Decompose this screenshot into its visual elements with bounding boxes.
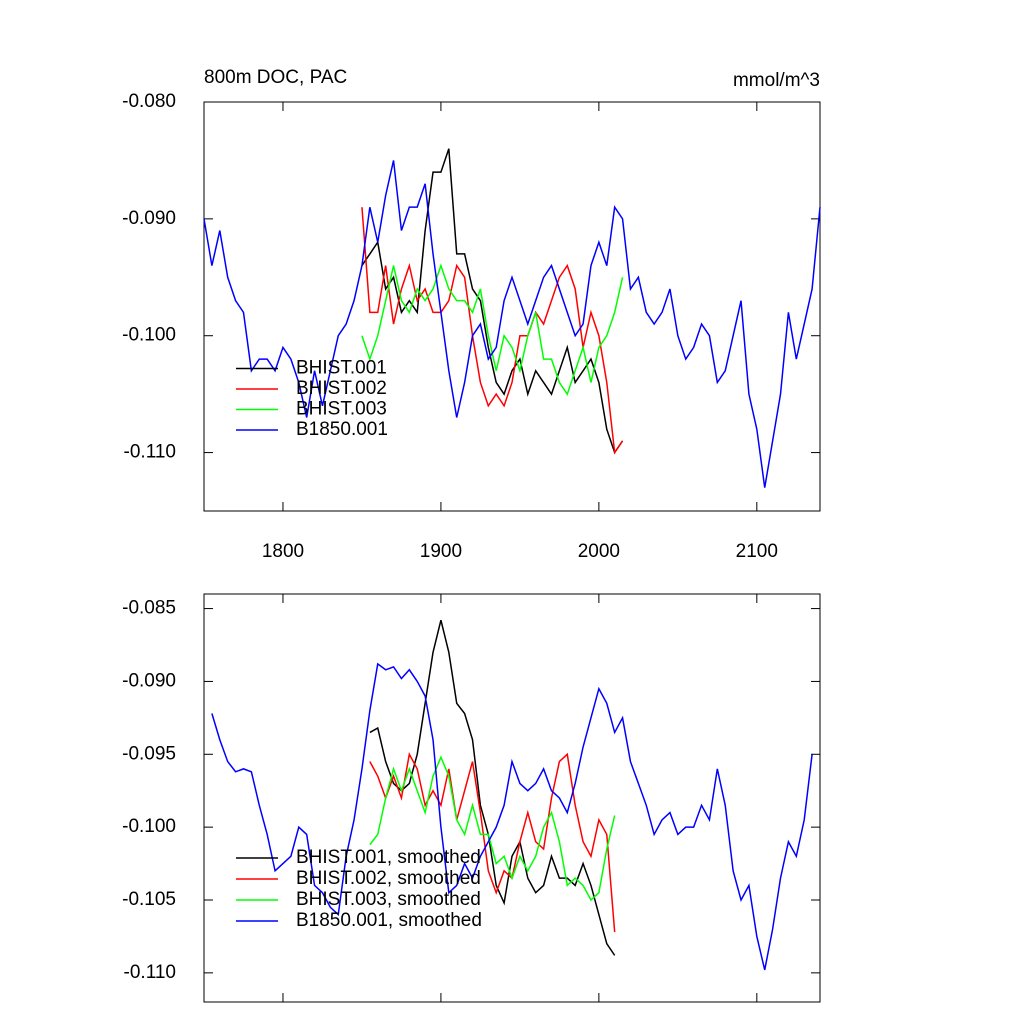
x-tick-label: 1800 <box>262 541 304 562</box>
y-tick-label: -0.100 <box>122 325 176 346</box>
legend-label: BHIST.001, smoothed <box>296 847 481 868</box>
legend-label: BHIST.003 <box>296 399 387 420</box>
legend-label: BHIST.002 <box>296 378 387 399</box>
legend-label: BHIST.001 <box>296 358 387 379</box>
y-tick-label: -0.110 <box>124 442 176 463</box>
legend-label: B1850.001, smoothed <box>296 910 482 931</box>
y-tick-label: -0.085 <box>122 598 176 619</box>
units-label: mmol/m^3 <box>733 70 820 91</box>
series-line <box>369 755 616 902</box>
y-tick-label: -0.090 <box>122 208 176 229</box>
x-tick-label: 1900 <box>420 541 462 562</box>
series-line <box>361 263 624 396</box>
legend-label: B1850.001 <box>296 419 388 440</box>
x-tick-label: 2000 <box>578 541 620 562</box>
legend-label: BHIST.003, smoothed <box>296 889 481 910</box>
x-tick-label: 2100 <box>736 541 778 562</box>
y-tick-label: -0.080 <box>122 91 176 112</box>
plot-frame <box>203 101 821 512</box>
series-line <box>369 752 616 933</box>
y-tick-label: -0.090 <box>122 670 176 691</box>
chart-title: 800m DOC, PAC <box>204 67 347 88</box>
legend-label: BHIST.002, smoothed <box>296 868 481 889</box>
y-tick-label: -0.100 <box>122 816 176 837</box>
y-tick-label: -0.110 <box>124 962 176 983</box>
series-line <box>361 207 624 455</box>
y-tick-label: -0.105 <box>122 889 176 910</box>
series-line <box>211 662 813 971</box>
plot-frame <box>203 593 821 1003</box>
y-tick-label: -0.095 <box>122 743 176 764</box>
series-line <box>203 160 821 488</box>
series-line <box>369 620 616 956</box>
